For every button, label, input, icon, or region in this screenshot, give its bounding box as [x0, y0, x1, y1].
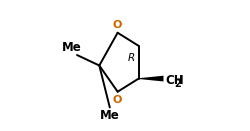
Text: R: R: [127, 53, 134, 63]
Text: O: O: [112, 95, 122, 105]
Text: O: O: [112, 20, 122, 30]
Text: Me: Me: [100, 109, 119, 122]
Text: Me: Me: [62, 41, 81, 54]
Text: CH: CH: [165, 74, 183, 87]
Polygon shape: [138, 76, 163, 81]
Text: 2: 2: [174, 79, 181, 89]
Text: I: I: [178, 74, 182, 87]
